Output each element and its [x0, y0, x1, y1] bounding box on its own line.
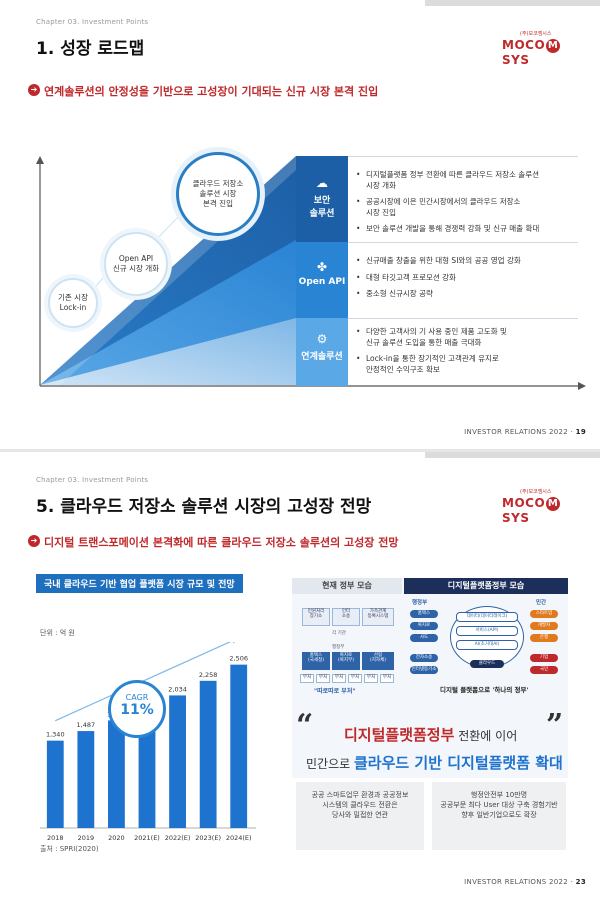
- quote-open: “: [296, 708, 314, 743]
- band-security-solution: ☁ 보안 솔루션: [296, 156, 348, 242]
- subtitle: 연계솔루션의 안정성을 기반으로 고성장이 기대되는 신규 시장 본격 진입: [44, 85, 379, 98]
- arrow-right-icon: ➔: [28, 535, 40, 547]
- government-diagram: 현재 정부 모습 디지털플랫폼정부 모습 민원처리 장기소 인터 소송 가족관계…: [292, 578, 568, 778]
- corner-accent: [425, 452, 600, 458]
- market-bar-chart: 1,34020181,48720191,65120201,8332021(E)2…: [40, 642, 256, 842]
- x-tick-label: 2022(E): [165, 834, 191, 842]
- bar-value-label: 1,487: [77, 721, 96, 729]
- headline-1: 디지털플랫폼정부 전환에 이어: [344, 726, 518, 744]
- unit-label: 단위 : 억 원: [40, 629, 75, 637]
- x-tick-label: 2019: [78, 834, 95, 842]
- chart-title: 국내 클라우드 기반 협업 플랫폼 시장 규모 및 전망: [36, 574, 243, 593]
- x-tick-label: 2020: [108, 834, 125, 842]
- bar-2022(E): [169, 695, 186, 828]
- bar-2024(E): [230, 664, 248, 828]
- x-tick-label: 2018: [47, 834, 64, 842]
- band-linkage-solution: ⚙ 연계솔루션: [296, 318, 348, 386]
- bullet-list-open-api: 신규매출 창출을 위한 대형 SI와의 공공 영업 강화 대형 타깃고객 프로모…: [356, 256, 576, 306]
- panel-ministry-experience: 행정안전부 10만명 공공부문 최다 User 대상 구축 경험기반 향후 일반…: [432, 782, 566, 850]
- cloud-stack-icon: ☁: [316, 176, 328, 190]
- divider: [348, 156, 578, 157]
- x-tick-label: 2023(E): [195, 834, 221, 842]
- bullet-list-security: 디지털플랫폼 정부 전환에 따른 클라우드 저장소 솔루션 시장 개화 공공시장…: [356, 170, 576, 241]
- page-title: 5. 클라우드 저장소 솔루션 시장의 고성장 전망: [36, 497, 372, 517]
- bar-2021(E): [138, 708, 156, 828]
- page-title: 1. 성장 로드맵: [36, 39, 145, 59]
- divider: [348, 242, 578, 243]
- slide-cloud-market: Chapter 03. Investment Points 5. 클라우드 저장…: [0, 452, 600, 902]
- panel-public-smartwork: 공공 스마트업무 환경과 공공정보 시스템의 클라우드 전환은 당사와 밀접한 …: [296, 782, 424, 850]
- bar-value-label: 2,506: [229, 655, 248, 663]
- bar-2018: [46, 740, 64, 828]
- bar-value-label: 2,034: [168, 685, 187, 693]
- company-logo: (주)모코엠시스 MOCO MSYS: [502, 489, 561, 525]
- slide-growth-roadmap: Chapter 03. Investment Points 1. 성장 로드맵 …: [0, 0, 600, 450]
- company-logo: (주)모코엠시스 MOCO MSYS: [502, 31, 561, 67]
- bubble-cloud-storage: 클라우드 저장소 솔루션 시장 본격 진입: [176, 152, 260, 236]
- gear-icon: ⚙: [316, 332, 328, 346]
- bar-2019: [77, 731, 95, 828]
- band-open-api: ✤ Open API: [296, 242, 348, 318]
- subtitle: 디지털 트랜스포메이션 본격화에 따른 클라우드 저장소 솔루션의 고성장 전망: [44, 536, 399, 549]
- bar-2020: [108, 720, 125, 828]
- bar-2023(E): [199, 680, 217, 828]
- source-label: 출처 : SPRI(2020): [40, 845, 99, 853]
- corner-accent: [425, 0, 600, 6]
- bubble-existing-market: 기존 시장 Lock-in: [48, 278, 98, 328]
- divider: [348, 318, 578, 319]
- bullet-list-linkage: 다양한 고객사의 기 사용 중인 제품 고도화 및 신규 솔루션 도입을 통한 …: [356, 327, 576, 381]
- footer: INVESTOR RELATIONS 2022 · 19: [464, 428, 586, 436]
- arrow-right-icon: ➔: [28, 84, 40, 96]
- bubble-open-api: Open API 신규 시장 개화: [104, 232, 168, 296]
- cagr-badge: CAGR 11%: [108, 680, 166, 738]
- x-tick-label: 2021(E): [134, 834, 160, 842]
- headline-2: 민간으로 클라우드 기반 디지털플랫폼 확대: [306, 754, 563, 772]
- bar-value-label: 1,340: [46, 731, 65, 739]
- x-tick-label: 2024(E): [226, 834, 252, 842]
- chapter-label: Chapter 03. Investment Points: [36, 18, 149, 26]
- bar-value-label: 2,258: [199, 671, 218, 679]
- api-icon: ✤: [316, 260, 328, 274]
- slide-separator: [0, 449, 600, 452]
- footer: INVESTOR RELATIONS 2022 · 23: [464, 878, 586, 886]
- chapter-label: Chapter 03. Investment Points: [36, 476, 149, 484]
- trend-arrow-head: [232, 642, 235, 644]
- quote-close: ”: [546, 708, 564, 743]
